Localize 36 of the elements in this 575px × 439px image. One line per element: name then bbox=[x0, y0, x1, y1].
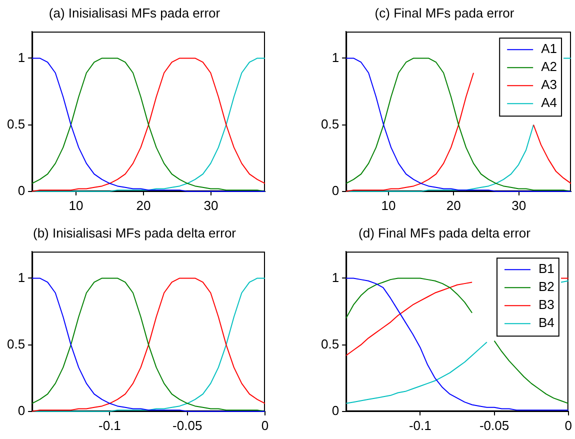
legend-label: B4 bbox=[538, 315, 554, 330]
y-tick-label: 0 bbox=[332, 182, 340, 198]
x-tick-label: 0 bbox=[261, 418, 269, 433]
x-tick-label: 30 bbox=[204, 198, 218, 213]
x-tick-label: 30 bbox=[512, 198, 526, 213]
legend-label: B1 bbox=[538, 261, 554, 276]
x-tick-label: 20 bbox=[136, 198, 151, 213]
y-tick-label: 1 bbox=[18, 270, 26, 285]
y-tick-label: 0 bbox=[332, 402, 340, 418]
y-tick-label: 0.5 bbox=[320, 116, 340, 132]
legend-label: A4 bbox=[541, 95, 558, 110]
x-tick-label: 0 bbox=[564, 418, 572, 433]
chart-title: (a) Inisialisasi MFs pada error bbox=[48, 5, 221, 20]
legend-label: A1 bbox=[541, 41, 558, 56]
legend-label: B3 bbox=[538, 297, 554, 312]
y-tick-label: 0.5 bbox=[6, 116, 26, 132]
y-tick-label: 0.5 bbox=[6, 336, 26, 352]
x-tick-label: 20 bbox=[446, 198, 461, 213]
x-tick-label: -0.1 bbox=[98, 418, 121, 433]
x-tick-label: -0.1 bbox=[408, 418, 432, 433]
y-tick-label: 0.5 bbox=[320, 336, 340, 352]
legend-label: B2 bbox=[538, 279, 554, 294]
x-tick-label: 10 bbox=[68, 198, 84, 213]
y-tick-label: 1 bbox=[332, 270, 340, 285]
y-tick-label: 0 bbox=[18, 182, 26, 198]
chart-title: (c) Final MFs pada error bbox=[374, 5, 515, 20]
y-tick-label: 1 bbox=[18, 50, 26, 65]
x-tick-label: -0.05 bbox=[479, 418, 510, 433]
x-tick-label: -0.05 bbox=[172, 418, 202, 433]
legend-label: A2 bbox=[541, 59, 558, 74]
chart-title: (b) Inisialisasi MFs pada delta error bbox=[32, 225, 237, 240]
y-tick-label: 1 bbox=[332, 50, 340, 65]
legend-label: A3 bbox=[541, 77, 558, 92]
chart-title: (d) Final MFs pada delta error bbox=[358, 225, 532, 240]
x-tick-label: 10 bbox=[381, 198, 396, 213]
y-tick-label: 0 bbox=[18, 402, 26, 418]
